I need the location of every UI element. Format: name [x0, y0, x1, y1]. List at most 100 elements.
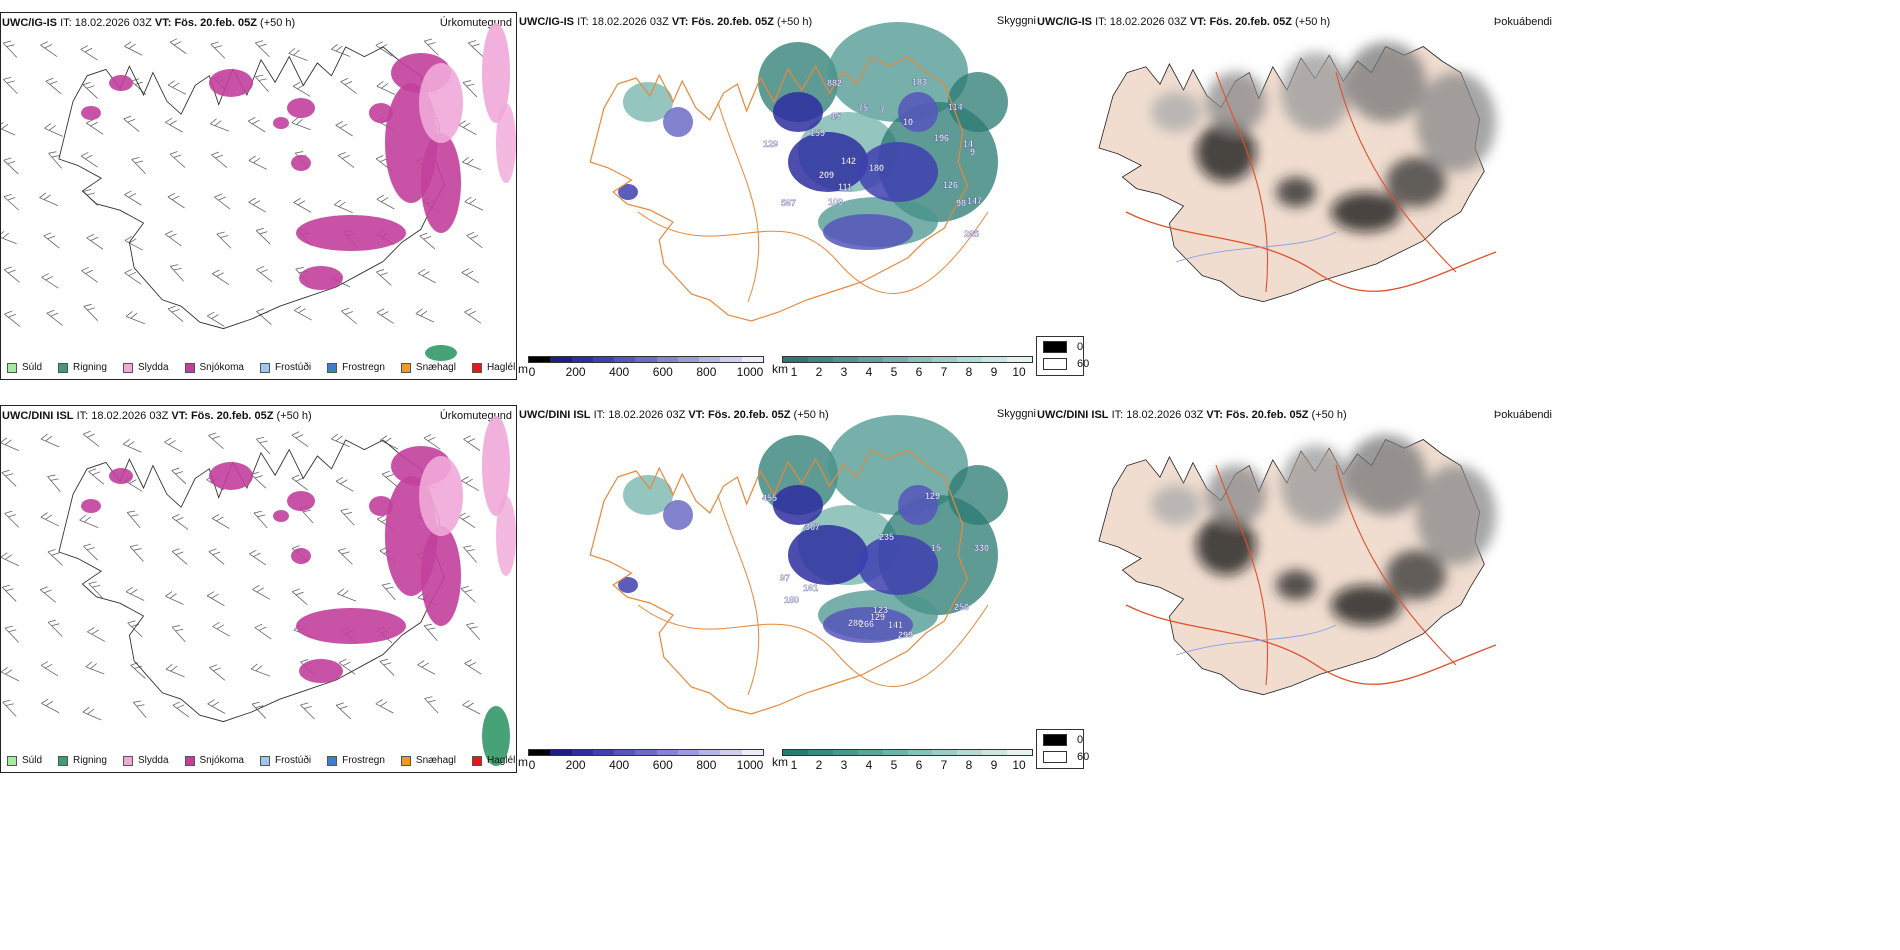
colorbar-tick: 1 [790, 365, 798, 379]
colorbar-cell [699, 357, 721, 362]
ceiling-value-label: 142 [841, 156, 856, 166]
colorbar-tick: 1 [790, 758, 798, 772]
ceiling-value-label: 75 [858, 103, 868, 113]
colorbar-cell [932, 357, 958, 362]
legend-swatch [327, 362, 338, 373]
colorbar-tick: 5 [890, 365, 898, 379]
colorbar-cell [550, 750, 572, 755]
ceiling-value-label: 159 [810, 128, 825, 138]
legend-swatch [122, 755, 133, 766]
legend-label: Rigning [73, 362, 107, 373]
colorbar-tick: 400 [609, 365, 630, 379]
ceiling-value-label: 183 [912, 77, 927, 87]
colorbar-tick: 600 [652, 758, 673, 772]
colorbar-tick: 800 [696, 758, 717, 772]
precip-legend: Súld Rigning Slydda Snjókoma Frostúði Frostre… [7, 362, 515, 373]
ceiling-value-label: 180 [869, 163, 884, 173]
colorbar-tick: 800 [696, 365, 717, 379]
colorbar-tick: 200 [565, 365, 586, 379]
colorbar-tick: 10 [1012, 758, 1026, 772]
colorbar-cell [807, 750, 833, 755]
legend-swatch [327, 755, 338, 766]
colorbar-cell [656, 357, 678, 362]
legend-swatch [184, 362, 195, 373]
panel-header: UWC/DINI ISL IT: 18.02.2026 03Z VT: Fös.… [1037, 409, 1347, 421]
colorbar-cell [907, 357, 933, 362]
coastline [589, 56, 969, 322]
ceiling-value-label: 9 [970, 147, 975, 157]
colorbar-strip [782, 749, 1033, 756]
colorbar-cell [529, 357, 551, 362]
colorbar-unit: m [518, 755, 528, 769]
legend-swatch [471, 362, 482, 373]
precip-type-panel-1: UWC/IG-IS IT: 18.02.2026 03Z VT: Fös. 20… [0, 12, 517, 380]
colorbar-tick: 5 [890, 758, 898, 772]
colorbar-cell [807, 357, 833, 362]
ceiling-value-label: 141 [888, 620, 903, 630]
fog-index-map [1098, 42, 1497, 303]
colorbar-strip [528, 749, 764, 756]
ceiling-value-label: 98 [956, 198, 966, 208]
legend-label: Haglél [486, 755, 516, 766]
fog-index-map [1098, 435, 1497, 696]
ceiling-value-label: 196 [934, 133, 949, 143]
panel-title: Þokuábendi [1493, 409, 1552, 421]
colorbar-cell [1007, 357, 1033, 362]
colorbar-tick: 2 [815, 365, 823, 379]
colorbar-strip [782, 356, 1033, 363]
fog-legend-item: 0 [1043, 341, 1083, 353]
ceiling-value-label: 567 [781, 198, 796, 208]
ceiling-visibility-map: 1514109142147111183981141591261961095671… [589, 22, 1008, 322]
colorbar-tick: 10 [1012, 365, 1026, 379]
colorbar-cell [783, 750, 808, 755]
colorbar-cell [529, 750, 551, 755]
colorbar-tick: 4 [865, 365, 873, 379]
coastline [589, 449, 969, 715]
legend-label: Frostregn [342, 755, 385, 766]
ceiling-value-label: 126 [943, 180, 958, 190]
ceiling-value-label: 265 [964, 229, 979, 239]
legend-item: Frostregn [327, 362, 385, 373]
panel-title: Þokuábendi [1493, 16, 1552, 28]
colorbar-cell [832, 750, 858, 755]
ceiling-visibility-panel-1: UWC/IG-IS IT: 18.02.2026 03Z VT: Fös. 20… [518, 12, 1036, 380]
colorbar-tick: 600 [652, 365, 673, 379]
colorbar-cell [656, 750, 678, 755]
colorbar-tick: 400 [609, 758, 630, 772]
ceiling-value-label: 367 [805, 522, 820, 532]
legend-item: Haglél [471, 362, 515, 373]
legend-item: Frostúði [259, 755, 311, 766]
legend-swatch [7, 362, 17, 373]
colorbar-tick: 3 [840, 758, 848, 772]
colorbar-cell [720, 750, 742, 755]
colorbar-tick: 4 [865, 758, 873, 772]
ceiling-value-label: 97 [780, 573, 790, 583]
ceiling-value-label: 250 [954, 602, 969, 612]
colorbar-cell [882, 357, 908, 362]
ceiling-value-label: 455 [762, 493, 777, 503]
legend-label: Súld [22, 362, 43, 373]
colorbar-cell [677, 750, 700, 755]
legend-item: Haglél [471, 755, 516, 766]
legend-swatch [184, 755, 195, 766]
fog-legend-1: 0 60 [1036, 336, 1089, 376]
legend-label: Slydda [137, 755, 169, 766]
precip-map [1, 23, 516, 361]
legend-item: Frostúði [259, 362, 312, 373]
ceiling-value-label: 161 [803, 583, 818, 593]
fog-legend-label: 0 [1077, 341, 1084, 353]
legend-item: Súld [7, 755, 42, 766]
legend-label: Frostúði [274, 362, 312, 373]
legend-label: Snjókoma [199, 362, 244, 373]
ceiling-value-label: 266 [859, 619, 874, 629]
colorbar-cell [571, 357, 593, 362]
colorbar-tick: 9 [990, 758, 998, 772]
legend-item: Rigning [58, 755, 107, 766]
legend-item: Snæhagl [400, 362, 456, 373]
fog-legend-swatch [1043, 341, 1067, 353]
colorbar-cell [882, 750, 908, 755]
legend-item: Snæhagl [400, 755, 456, 766]
fog-legend-item: 60 [1043, 751, 1089, 763]
colorbar-cell [982, 750, 1008, 755]
legend-swatch [259, 755, 270, 766]
